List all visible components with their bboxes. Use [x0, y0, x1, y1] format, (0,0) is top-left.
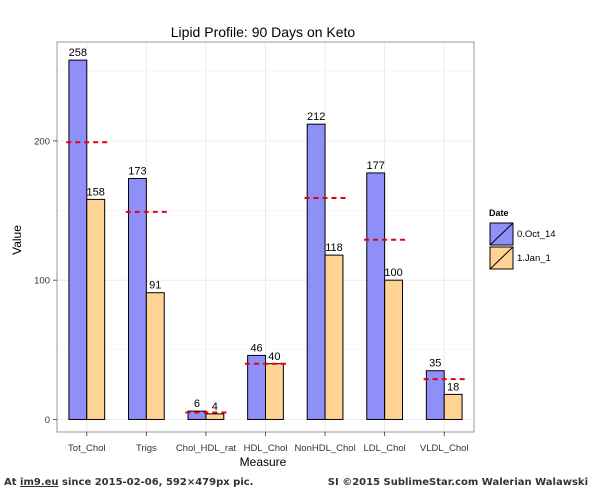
bar-value-label: 46: [250, 342, 262, 354]
legend-title: Date: [489, 208, 509, 218]
bar-oct: [366, 172, 386, 420]
y-tick-label: 100: [34, 276, 50, 287]
x-tick-label: NonHDL_Chol: [294, 443, 355, 454]
bar-value-label: 40: [268, 351, 280, 363]
bar-value-label: 100: [384, 267, 402, 279]
bar-value-label: 258: [69, 47, 87, 59]
bar-jan: [265, 363, 284, 420]
bar-oct: [68, 59, 88, 420]
legend-label: 0.Oct_14: [517, 229, 556, 240]
x-tick-label: Chol_HDL_rat: [176, 443, 237, 454]
bar-value-label: 158: [87, 186, 105, 198]
bar-value-label: 4: [212, 401, 218, 413]
bar-jan: [86, 198, 106, 420]
bar-value-label: 6: [194, 398, 200, 410]
bar-jan: [324, 254, 344, 420]
bar-jan: [205, 413, 225, 420]
bar-oct: [127, 178, 147, 420]
bar-oct: [247, 354, 266, 420]
bar-jan: [145, 292, 165, 420]
site-link[interactable]: im9.eu: [20, 477, 59, 488]
reference-lines-layer: [66, 141, 465, 414]
bar-oct: [425, 370, 445, 420]
bar-jan: [443, 393, 463, 420]
bar-jan: [384, 279, 404, 420]
x-tick-label: HDL_Chol: [244, 443, 288, 454]
x-tick-label: LDL_Chol: [364, 443, 406, 454]
y-tick-label: 200: [34, 136, 50, 147]
bar-oct: [306, 123, 326, 420]
axis-layer: 0 100 200 Tot_Chol Trigs Chol_HDL_rat HDL_Chol…: [34, 136, 468, 454]
x-axis-title: Measure: [240, 455, 287, 469]
footer-bar: At im9.eu since 2015-02-06, 592×479px pi…: [0, 474, 592, 491]
x-tick-label: Tot_Chol: [68, 443, 106, 454]
x-tick-label: Trigs: [136, 443, 157, 454]
bar-value-label: 212: [307, 111, 325, 123]
bar-value-label: 91: [149, 280, 161, 292]
footer-suffix: since 2015-02-06, 592×479px pic.: [58, 477, 254, 488]
bar-value-label: 35: [429, 358, 441, 370]
footer-prefix: At: [4, 477, 21, 488]
y-tick-label: 0: [45, 415, 50, 426]
lipid-chart: 258 173 6 46 212 177 35 158 91 4 40 118 100 18 0 100 20…: [10, 24, 556, 469]
legend: Date 0.Oct_14 1.Jan_1: [489, 208, 556, 270]
x-tick-label: VLDL_Chol: [420, 443, 469, 454]
footer-left: At im9.eu since 2015-02-06, 592×479px pi…: [4, 477, 253, 488]
footer-credit: SI ©2015 SublimeStar.com Walerian Walaws…: [327, 477, 588, 488]
bars-layer: [68, 59, 463, 420]
legend-label: 1.Jan_1: [517, 253, 551, 264]
legend-key-slash: [489, 246, 514, 270]
bar-value-label: 18: [447, 381, 459, 393]
y-axis-title: Value: [10, 225, 24, 255]
bar-value-label: 177: [367, 160, 385, 172]
legend-key-slash: [489, 222, 514, 246]
bar-value-label: 173: [128, 166, 146, 178]
data-labels-layer: 258 173 6 46 212 177 35 158 91 4 40 118 100 18: [69, 47, 460, 413]
chart-title: Lipid Profile: 90 Days on Keto: [171, 24, 356, 40]
bar-value-label: 118: [325, 242, 343, 254]
